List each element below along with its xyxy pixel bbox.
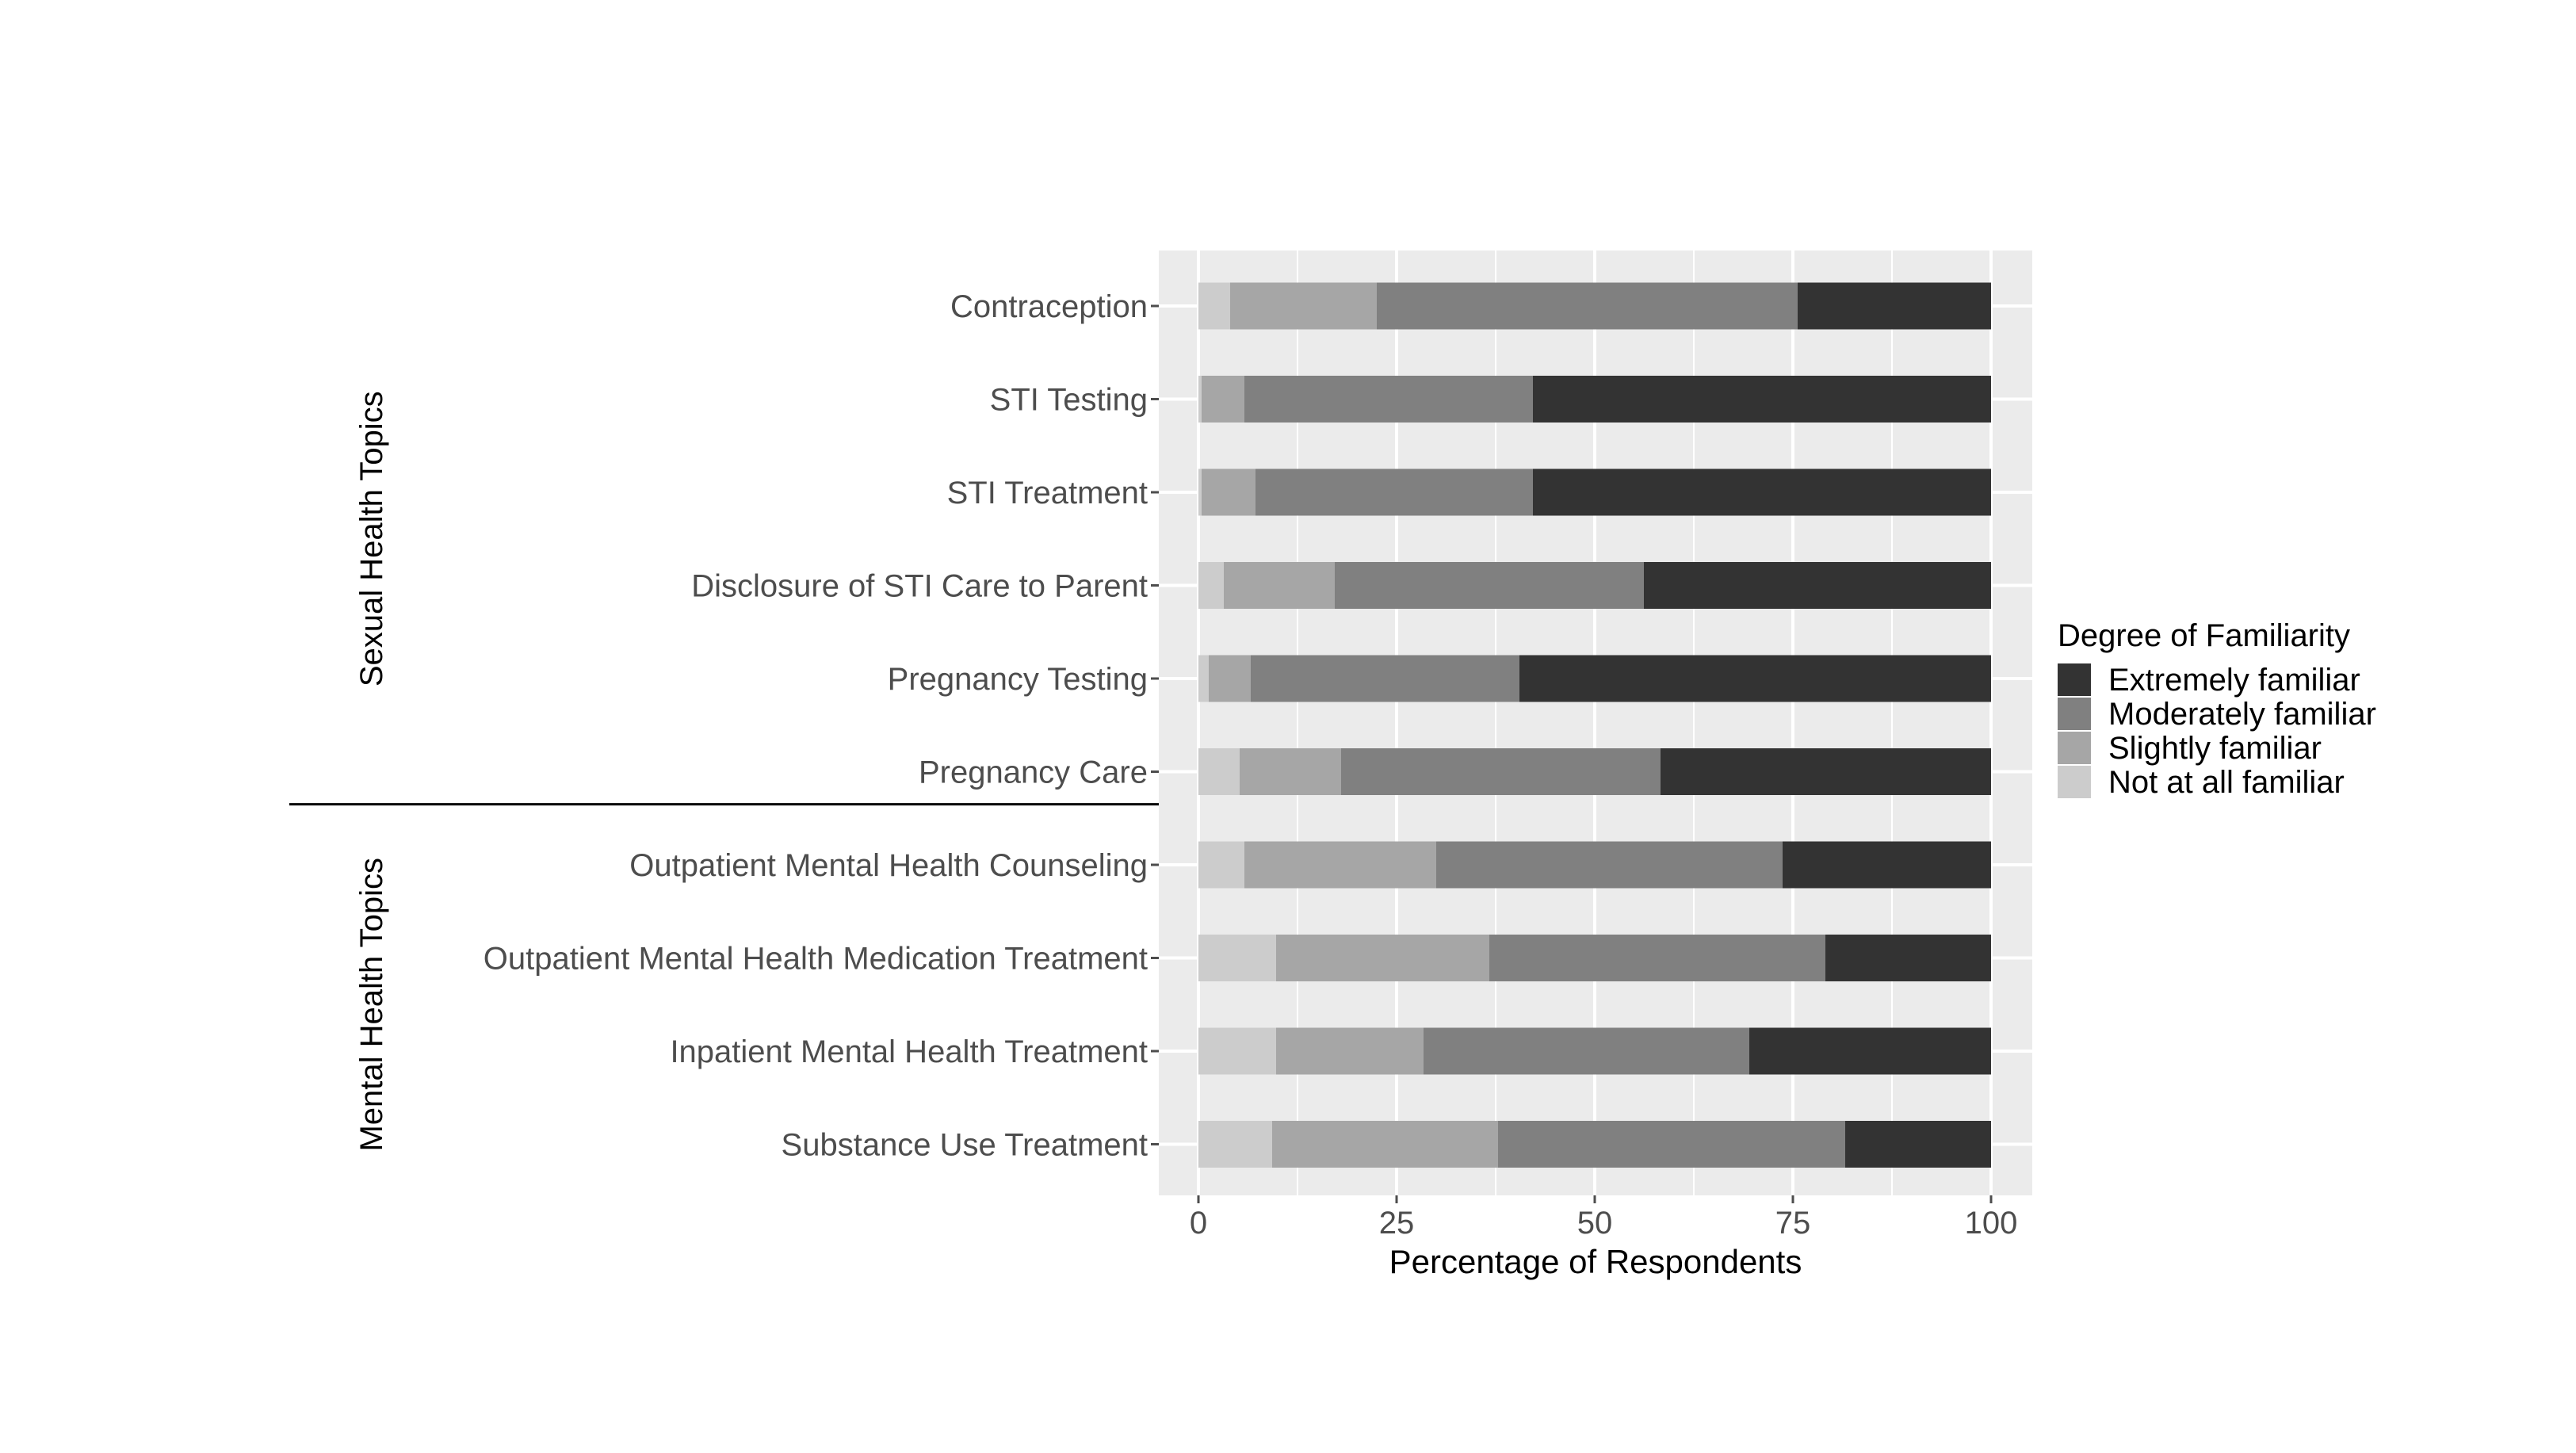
y-tick-label: Contraception — [950, 289, 1148, 324]
bar-segment-moderately-familiar — [1335, 562, 1644, 609]
y-tick-label: Disclosure of STI Care to Parent — [691, 569, 1148, 604]
legend-key-moderately-familiar — [2058, 698, 2091, 730]
bar-segment-not-at-all-familiar — [1198, 748, 1240, 795]
legend-label: Extremely familiar — [2108, 663, 2360, 698]
legend-key-slightly-familiar — [2058, 732, 2091, 764]
category-groups: Sexual Health Topics Mental Health Topics — [289, 391, 1159, 1152]
y-tick-label: Pregnancy Care — [919, 755, 1148, 790]
bar-segment-extremely-familiar — [1845, 1121, 1991, 1168]
y-tick-label: STI Testing — [990, 383, 1148, 418]
bar-segment-extremely-familiar — [1533, 376, 1991, 423]
bar-segment-extremely-familiar — [1783, 841, 1991, 889]
bar-segment-extremely-familiar — [1749, 1027, 1991, 1075]
x-axis: 0 25 50 75 100 Percentage of Respondents — [1190, 1195, 2018, 1280]
y-tick-label: STI Treatment — [947, 476, 1148, 510]
y-tick-label: Outpatient Mental Health Counseling — [629, 848, 1148, 883]
bar-segment-moderately-familiar — [1489, 935, 1825, 981]
bars — [1198, 282, 1991, 1168]
bar-segment-moderately-familiar — [1341, 748, 1661, 795]
group-label: Sexual Health Topics — [354, 391, 389, 686]
bar-segment-not-at-all-familiar — [1198, 1121, 1272, 1168]
x-tick-label: 0 — [1190, 1206, 1207, 1241]
bar-segment-moderately-familiar — [1256, 468, 1533, 516]
y-tick-label: Outpatient Mental Health Medication Trea… — [483, 942, 1148, 977]
y-tick-label: Substance Use Treatment — [782, 1128, 1148, 1163]
bar-segment-slightly-familiar — [1244, 841, 1436, 889]
bar-segment-slightly-familiar — [1202, 376, 1244, 423]
legend-label: Moderately familiar — [2108, 697, 2376, 732]
bar-segment-slightly-familiar — [1276, 1027, 1424, 1075]
bar-segment-extremely-familiar — [1533, 468, 1991, 516]
bar-segment-extremely-familiar — [1825, 935, 1991, 981]
x-tick-label: 75 — [1775, 1206, 1811, 1241]
bar-segment-slightly-familiar — [1202, 468, 1256, 516]
legend-label: Slightly familiar — [2108, 731, 2322, 766]
bar-segment-extremely-familiar — [1798, 282, 1991, 330]
bar-segment-not-at-all-familiar — [1198, 841, 1244, 889]
bar-segment-slightly-familiar — [1230, 282, 1377, 330]
bar-segment-moderately-familiar — [1377, 282, 1798, 330]
bar-segment-slightly-familiar — [1276, 935, 1489, 981]
x-tick-label: 25 — [1379, 1206, 1415, 1241]
bar-segment-not-at-all-familiar — [1198, 282, 1230, 330]
bar-segment-moderately-familiar — [1498, 1121, 1845, 1168]
bar-segment-extremely-familiar — [1661, 748, 1991, 795]
bar-segment-moderately-familiar — [1251, 655, 1519, 702]
bar-segment-slightly-familiar — [1272, 1121, 1498, 1168]
bar-segment-not-at-all-familiar — [1198, 935, 1276, 981]
legend: Degree of Familiarity Extremely familiarM… — [2058, 618, 2376, 800]
legend-key-not-at-all-familiar — [2058, 766, 2091, 798]
bar-segment-not-at-all-familiar — [1198, 376, 1202, 423]
bar-segment-slightly-familiar — [1209, 655, 1251, 702]
bar-segment-moderately-familiar — [1244, 376, 1533, 423]
bar-segment-extremely-familiar — [1644, 562, 1991, 609]
group-label: Mental Health Topics — [354, 858, 389, 1152]
bar-segment-slightly-familiar — [1224, 562, 1335, 609]
legend-title: Degree of Familiarity — [2058, 618, 2350, 653]
y-tick-label: Pregnancy Testing — [888, 662, 1148, 697]
y-axis: Contraception STI Testing STI Treatment Dis… — [483, 289, 1159, 1163]
bar-segment-slightly-familiar — [1240, 748, 1341, 795]
bar-segment-not-at-all-familiar — [1198, 1027, 1276, 1075]
x-tick-label: 50 — [1577, 1206, 1613, 1241]
bar-segment-not-at-all-familiar — [1198, 655, 1209, 702]
legend-label: Not at all familiar — [2108, 765, 2345, 800]
bar-segment-moderately-familiar — [1424, 1027, 1749, 1075]
bar-segment-moderately-familiar — [1436, 841, 1783, 889]
bar-segment-not-at-all-familiar — [1198, 562, 1224, 609]
bar-segment-extremely-familiar — [1519, 655, 1991, 702]
legend-key-extremely-familiar — [2058, 663, 2091, 696]
y-tick-label: Inpatient Mental Health Treatment — [670, 1034, 1148, 1069]
bar-segment-not-at-all-familiar — [1198, 468, 1202, 516]
x-tick-label: 100 — [1965, 1206, 2018, 1241]
x-axis-title: Percentage of Respondents — [1389, 1243, 1802, 1280]
